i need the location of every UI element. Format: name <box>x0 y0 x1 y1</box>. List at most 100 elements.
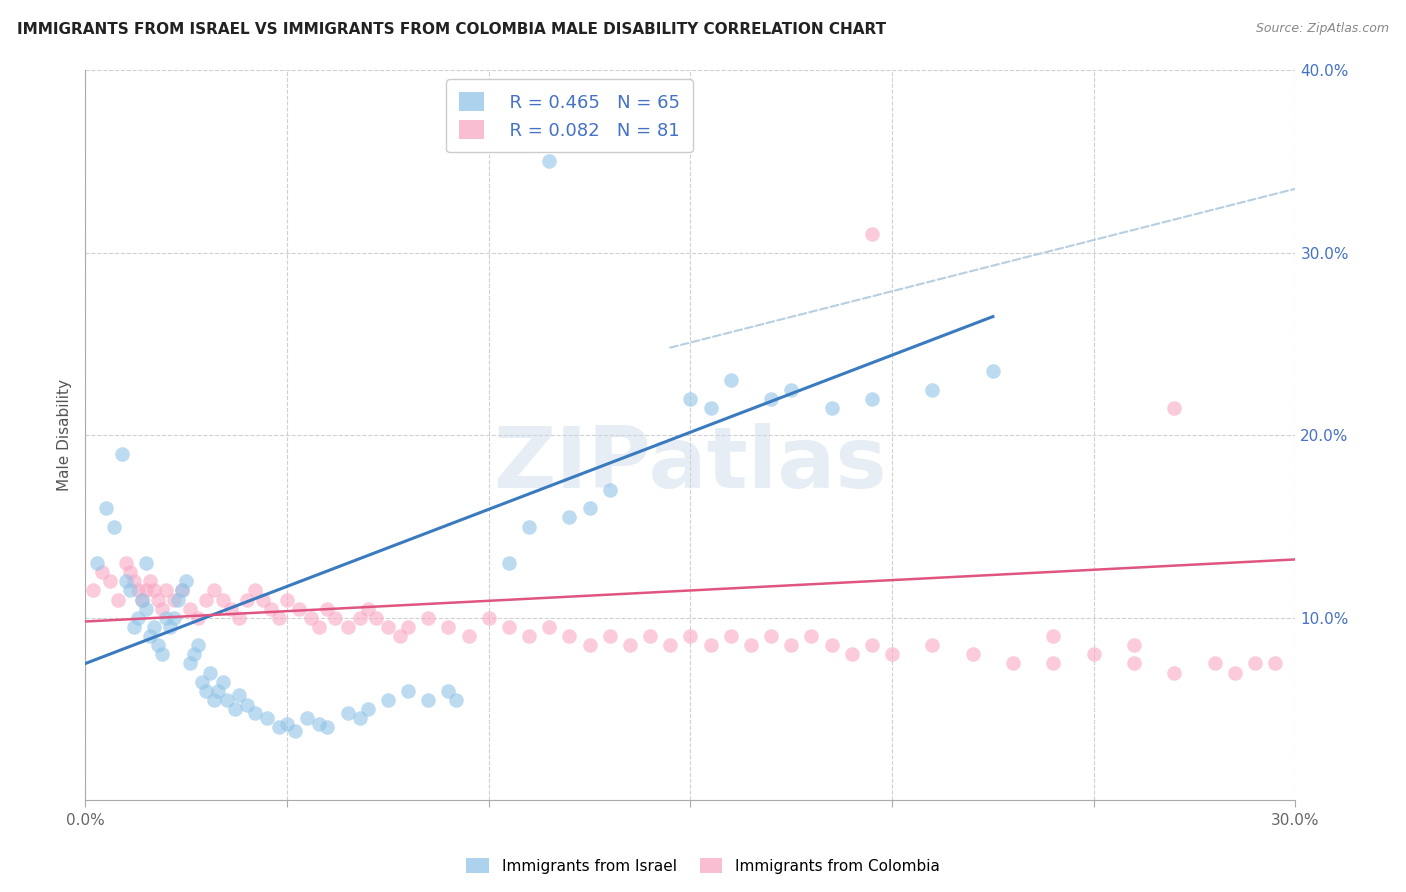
Point <box>538 154 561 169</box>
Point <box>114 574 136 589</box>
Point <box>163 592 186 607</box>
Point <box>820 638 842 652</box>
Point <box>679 629 702 643</box>
Point <box>418 611 440 625</box>
Point <box>142 620 165 634</box>
Point <box>316 601 339 615</box>
Point <box>135 601 157 615</box>
Point <box>599 483 621 497</box>
Point <box>1163 665 1185 680</box>
Point <box>377 620 399 634</box>
Point <box>103 519 125 533</box>
Point <box>267 611 290 625</box>
Text: ZIPatlas: ZIPatlas <box>494 423 887 506</box>
Point <box>325 611 347 625</box>
Point <box>720 629 742 643</box>
Point <box>1264 657 1286 671</box>
Text: IMMIGRANTS FROM ISRAEL VS IMMIGRANTS FROM COLOMBIA MALE DISABILITY CORRELATION C: IMMIGRANTS FROM ISRAEL VS IMMIGRANTS FRO… <box>17 22 886 37</box>
Point <box>146 592 169 607</box>
Point <box>142 583 165 598</box>
Point <box>252 592 274 607</box>
Point <box>981 364 1004 378</box>
Point <box>204 693 226 707</box>
Point <box>139 574 162 589</box>
Point <box>174 574 197 589</box>
Point <box>179 601 201 615</box>
Point <box>349 711 371 725</box>
Point <box>195 592 218 607</box>
Point <box>276 716 298 731</box>
Point <box>457 629 479 643</box>
Legend: Immigrants from Israel, Immigrants from Colombia: Immigrants from Israel, Immigrants from … <box>460 852 946 880</box>
Point <box>336 706 359 720</box>
Point <box>172 583 194 598</box>
Point <box>127 583 149 598</box>
Point <box>131 592 153 607</box>
Point <box>150 648 173 662</box>
Point <box>187 638 209 652</box>
Point <box>357 601 380 615</box>
Point <box>114 556 136 570</box>
Point <box>111 446 134 460</box>
Point <box>377 693 399 707</box>
Point <box>780 638 803 652</box>
Point <box>759 629 782 643</box>
Point <box>139 629 162 643</box>
Point <box>1042 629 1064 643</box>
Point <box>308 620 330 634</box>
Point <box>558 629 581 643</box>
Point <box>1244 657 1267 671</box>
Point <box>558 510 581 524</box>
Point <box>1204 657 1226 671</box>
Point <box>131 592 153 607</box>
Point <box>396 620 419 634</box>
Point <box>159 620 181 634</box>
Point <box>82 583 104 598</box>
Point <box>349 611 371 625</box>
Point <box>155 583 177 598</box>
Point <box>122 574 145 589</box>
Point <box>284 724 307 739</box>
Point <box>1123 638 1146 652</box>
Point <box>880 648 903 662</box>
Point <box>172 583 194 598</box>
Point <box>211 592 233 607</box>
Point <box>260 601 283 615</box>
Point <box>740 638 762 652</box>
Point <box>118 565 141 579</box>
Point <box>1083 648 1105 662</box>
Point <box>243 706 266 720</box>
Point <box>699 401 721 415</box>
Point <box>288 601 311 615</box>
Point <box>228 611 250 625</box>
Point <box>1123 657 1146 671</box>
Point <box>228 688 250 702</box>
Point <box>396 684 419 698</box>
Point <box>297 711 319 725</box>
Point <box>860 392 883 406</box>
Point <box>679 392 702 406</box>
Point <box>638 629 661 643</box>
Point <box>720 374 742 388</box>
Point <box>207 684 229 698</box>
Point <box>921 383 943 397</box>
Point <box>578 638 600 652</box>
Point <box>437 620 460 634</box>
Point <box>418 693 440 707</box>
Point <box>780 383 803 397</box>
Point <box>446 693 468 707</box>
Point <box>759 392 782 406</box>
Point <box>204 583 226 598</box>
Point <box>107 592 129 607</box>
Point <box>599 629 621 643</box>
Point <box>800 629 823 643</box>
Point <box>200 665 222 680</box>
Point <box>127 611 149 625</box>
Point <box>90 565 112 579</box>
Text: Source: ZipAtlas.com: Source: ZipAtlas.com <box>1256 22 1389 36</box>
Point <box>98 574 121 589</box>
Point <box>921 638 943 652</box>
Point <box>267 720 290 734</box>
Point <box>167 592 190 607</box>
Y-axis label: Male Disability: Male Disability <box>58 379 72 491</box>
